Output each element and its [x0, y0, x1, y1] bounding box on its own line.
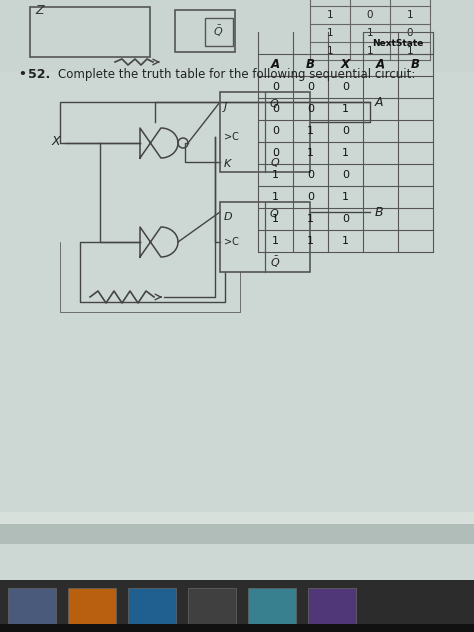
- Bar: [30, 7, 150, 57]
- Text: 1: 1: [272, 214, 279, 224]
- Bar: [0, 624, 474, 632]
- Bar: [0, 0, 474, 62]
- Text: 0: 0: [342, 126, 349, 136]
- Text: 1: 1: [272, 236, 279, 246]
- Bar: [0, 62, 474, 542]
- Text: 0: 0: [272, 104, 279, 114]
- Text: 0: 0: [407, 0, 413, 2]
- Bar: [205, 18, 233, 46]
- Text: B: B: [375, 206, 383, 219]
- Text: Z: Z: [35, 4, 44, 17]
- Text: 1: 1: [307, 126, 314, 136]
- Text: 0: 0: [307, 192, 314, 202]
- Text: 1: 1: [367, 46, 374, 56]
- Text: 1: 1: [327, 10, 333, 20]
- Bar: [128, 588, 176, 626]
- Text: 1: 1: [327, 28, 333, 38]
- Bar: [220, 202, 310, 272]
- Bar: [308, 588, 356, 626]
- Text: 0: 0: [272, 148, 279, 158]
- Bar: [8, 588, 56, 626]
- Text: B: B: [411, 59, 420, 71]
- Text: 1: 1: [342, 192, 349, 202]
- Text: •: •: [18, 68, 26, 81]
- Bar: [220, 92, 310, 172]
- Text: $\bar{Q}$: $\bar{Q}$: [270, 155, 280, 170]
- Text: 1: 1: [307, 148, 314, 158]
- Bar: [0, 580, 474, 632]
- Bar: [68, 588, 116, 626]
- Bar: [248, 588, 296, 626]
- Text: 0: 0: [367, 10, 373, 20]
- Bar: [0, 512, 474, 542]
- Text: X: X: [52, 135, 61, 148]
- Text: 52.: 52.: [28, 68, 50, 81]
- Text: 0: 0: [307, 170, 314, 180]
- Bar: [188, 588, 236, 626]
- Text: 1: 1: [327, 46, 333, 56]
- Text: Q: Q: [270, 209, 279, 219]
- Text: 1: 1: [307, 214, 314, 224]
- Text: Complete the truth table for the following sequential circuit:: Complete the truth table for the followi…: [58, 68, 415, 81]
- Text: 0: 0: [272, 82, 279, 92]
- Text: 1: 1: [272, 192, 279, 202]
- Text: B: B: [306, 59, 315, 71]
- Text: 1: 1: [327, 0, 333, 2]
- Bar: [175, 10, 235, 52]
- Text: 0: 0: [342, 82, 349, 92]
- Text: K: K: [224, 159, 231, 169]
- Text: $\bar{Q}$: $\bar{Q}$: [270, 255, 280, 270]
- Text: 1: 1: [367, 28, 374, 38]
- Text: A: A: [376, 59, 385, 71]
- Text: 0: 0: [342, 170, 349, 180]
- Text: >C: >C: [224, 132, 239, 142]
- Text: NextState: NextState: [372, 39, 424, 47]
- Text: >C: >C: [224, 237, 239, 247]
- Text: 1: 1: [407, 10, 413, 20]
- Text: 0: 0: [272, 126, 279, 136]
- Text: 0: 0: [367, 0, 373, 2]
- Text: 1: 1: [342, 148, 349, 158]
- Text: A: A: [375, 96, 383, 109]
- Text: 1: 1: [342, 236, 349, 246]
- Text: 1: 1: [307, 236, 314, 246]
- Text: 1: 1: [272, 170, 279, 180]
- Text: X: X: [341, 59, 350, 71]
- Bar: [0, 0, 474, 72]
- Text: 1: 1: [342, 104, 349, 114]
- Text: J: J: [224, 102, 227, 112]
- Bar: [0, 524, 474, 544]
- Text: 0: 0: [342, 214, 349, 224]
- Text: 0: 0: [407, 28, 413, 38]
- Bar: [363, 32, 433, 54]
- Text: $\bar{Q}$: $\bar{Q}$: [213, 24, 223, 39]
- Text: D: D: [224, 212, 233, 222]
- Text: 0: 0: [307, 104, 314, 114]
- Text: 0: 0: [307, 82, 314, 92]
- Text: 1: 1: [407, 46, 413, 56]
- Bar: [0, 0, 474, 62]
- Text: A: A: [271, 59, 280, 71]
- Text: Q: Q: [270, 99, 279, 109]
